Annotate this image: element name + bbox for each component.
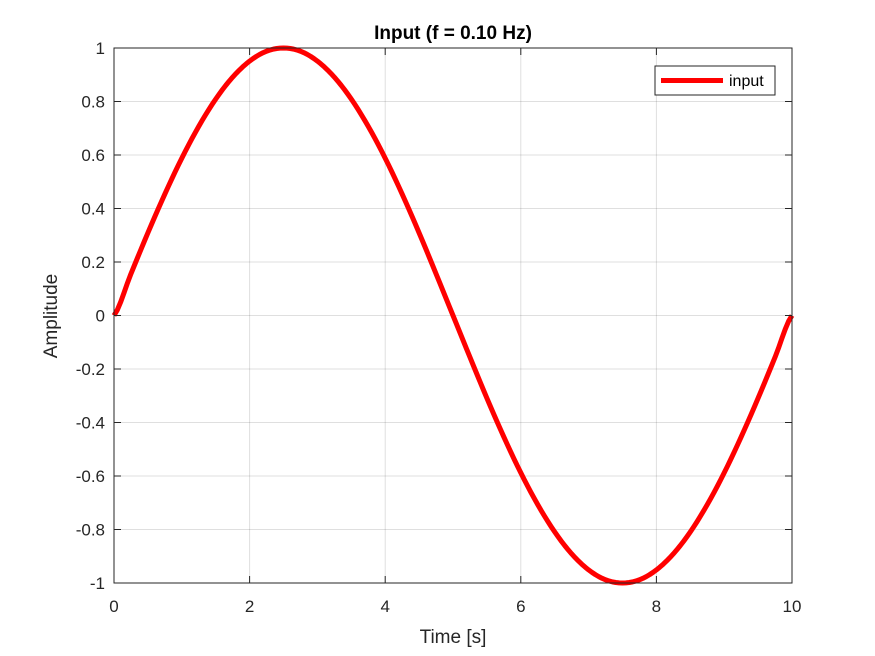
y-tick-label: 0.2 [81, 253, 105, 272]
y-tick-label: 1 [96, 39, 105, 58]
y-tick-label: -0.8 [76, 521, 105, 540]
series-line-input [111, 45, 795, 586]
x-axis-label: Time [s] [420, 627, 487, 648]
legend-label-input: input [729, 73, 764, 90]
series-layer [111, 45, 795, 586]
y-tick-label: -0.6 [76, 467, 105, 486]
y-tick-label: 0 [96, 307, 105, 326]
x-tick-label: 4 [380, 597, 389, 616]
y-tick-labels: -1 -0.8 -0.6 -0.4 -0.2 0 0.2 0.4 0.6 0.8 1 [76, 39, 105, 593]
y-tick-label: -0.4 [76, 414, 105, 433]
y-axis-label: Amplitude [41, 274, 62, 359]
y-tick-label: 0.6 [81, 146, 105, 165]
x-tick-label: 10 [783, 597, 802, 616]
y-tick-label: 0.8 [81, 93, 105, 112]
legend: input [654, 65, 776, 96]
x-tick-label: 2 [245, 597, 254, 616]
tick-marks [113, 47, 793, 584]
x-tick-label: 6 [516, 597, 525, 616]
y-tick-label: -1 [90, 574, 105, 593]
x-tick-label: 8 [652, 597, 661, 616]
x-tick-label: 0 [109, 597, 118, 616]
plot-area [111, 45, 795, 586]
x-tick-labels: 0 2 4 6 8 10 [109, 597, 801, 616]
y-tick-label: 0.4 [81, 200, 105, 219]
y-tick-label: -0.2 [76, 360, 105, 379]
chart-title: Input (f = 0.10 Hz) [374, 23, 532, 44]
